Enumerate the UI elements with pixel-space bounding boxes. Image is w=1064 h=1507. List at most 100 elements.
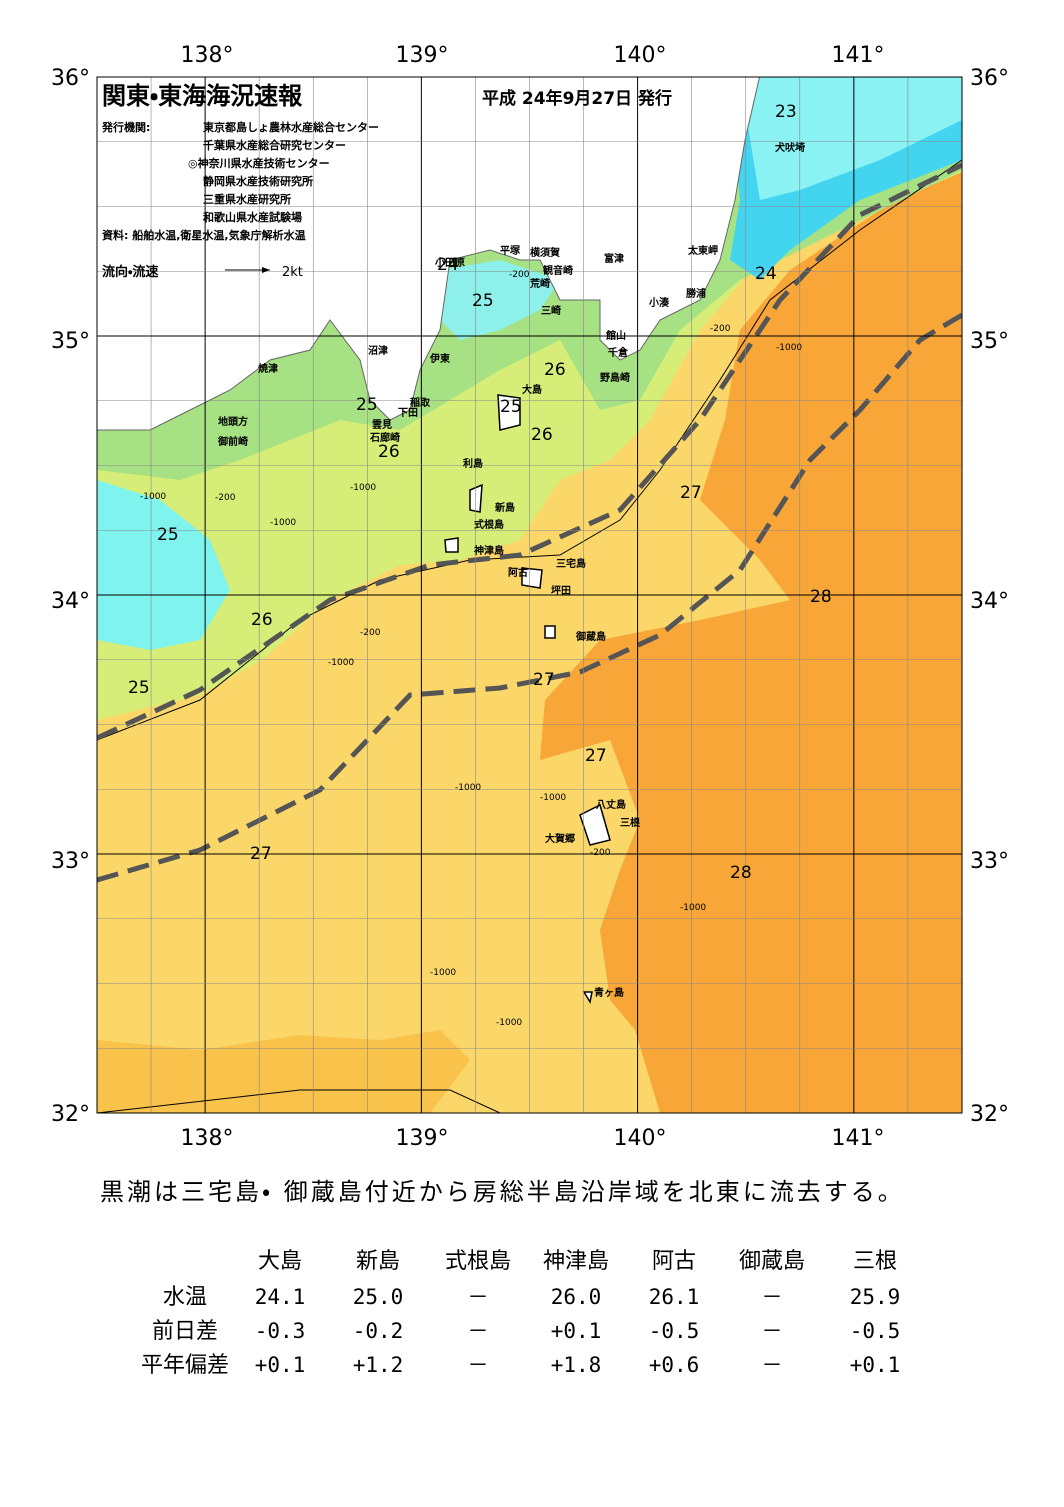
publisher-label: 発行機関: [101,120,150,134]
place-name: 大島 [522,383,542,396]
row-label: 水温 [163,1285,207,1310]
depth-label: -200 [710,324,731,334]
contour-label: 26 [544,360,566,380]
place-name: 稲取 [410,396,431,409]
lat-label: 34° [970,589,1009,614]
table-header: 三根 [853,1249,897,1274]
islands [444,394,611,1005]
lon-label: 139° [396,1126,449,1151]
table-header: 大島 [258,1249,302,1274]
lat-label: 32° [51,1102,90,1127]
table-cell: 25.0 [353,1285,404,1309]
flow-label: 流向・流速 [102,264,158,280]
flow-scale: 2kt [282,265,303,280]
place-name: 荒崎 [529,277,550,290]
lon-label: 141° [832,43,885,68]
sea-23 [740,77,962,200]
place-name: 伊東 [429,352,450,365]
table-cell: +0.1 [850,1353,901,1377]
depth-label: -1000 [680,903,706,913]
publisher: ◎神奈川県水産技術センター [188,156,330,170]
table-cell: +0.1 [551,1319,602,1343]
place-name: 野島崎 [600,371,630,384]
table-cell: -0.3 [255,1319,306,1343]
arrow-head [262,267,270,273]
depth-label: -1000 [496,1018,522,1028]
table-cell: － [762,1319,783,1343]
place-name: 三崎 [541,304,561,317]
place-name: 八丈島 [596,798,626,811]
table-header: 御蔵島 [739,1249,805,1274]
sea-cold-west [97,480,230,650]
place-name: 焼津 [258,362,278,375]
depth-label: -1000 [270,518,296,528]
place-name: 三宅島 [556,557,586,570]
depth-label: -1000 [350,483,376,493]
lon-label: 140° [614,43,667,68]
place-name: 下田 [398,407,418,419]
place-name: 神津島 [473,544,504,557]
contour-label: 25 [472,291,494,311]
table-cell: － [468,1285,489,1309]
place-name: 横須賀 [530,246,560,259]
publisher: 千葉県水産総合研究センター [203,138,346,152]
contour-label: 27 [533,670,555,690]
depth-label: -200 [509,270,530,280]
place-name: 沼津 [368,344,388,357]
place-name: 太東岬 [687,244,718,257]
isotherm [97,159,962,741]
depth-label: -1000 [328,658,354,668]
table-cell: +0.1 [255,1353,306,1377]
table-header: 新島 [356,1249,400,1274]
table-cell: － [468,1319,489,1343]
table-cell: -0.5 [649,1319,700,1343]
contour-label: 27 [585,746,607,766]
place-name: 富津 [604,252,624,265]
table-cell: +0.6 [649,1353,700,1377]
place-name: 新島 [494,501,515,514]
kuroshio-axis [97,162,962,741]
contour-label: 28 [810,587,832,607]
contour-label: 25 [500,397,522,417]
place-name: 平塚 [500,244,521,257]
place-name: 館山 [605,329,626,342]
row-label: 前日差 [152,1319,218,1344]
place-name: 犬吠埼 [775,141,805,154]
place-name: 地頭方 [218,415,248,428]
contour-label: 25 [157,525,179,545]
sea-28 [540,160,962,1113]
title: 関東・東海海況速報 [102,82,303,110]
lon-label: 141° [832,1126,885,1151]
lat-label: 34° [51,589,90,614]
land [97,77,761,431]
table-cell: － [762,1353,783,1377]
place-name: 式根島 [474,518,504,531]
place-name: 小田原 [434,256,465,269]
table-cell: +1.8 [551,1353,602,1377]
table-cell: -0.5 [850,1319,901,1343]
contour-label: 25 [128,678,150,698]
table-cell: － [762,1285,783,1309]
place-name: 利島 [463,457,483,470]
publisher: 三重県水産研究所 [203,192,291,206]
place-name: 坪田 [551,584,571,597]
row-label: 平年偏差 [141,1353,229,1378]
lat-label: 35° [970,329,1009,354]
table-cell: +1.2 [353,1353,404,1377]
grid [97,77,962,1113]
date: 平成 24年9月27日 発行 [482,88,672,109]
table-cell: 25.9 [850,1285,901,1309]
place-name: 雲見 [372,419,392,431]
place-name: 大賀郷 [545,832,575,845]
contour-label: 27 [680,483,702,503]
contour-label: 25 [356,395,378,415]
place-name: 石廊崎 [369,431,400,444]
contour-label: 26 [531,425,553,445]
contour-label: 24 [755,264,777,284]
table-cell: 26.1 [649,1285,700,1309]
lat-label: 33° [970,849,1009,874]
contour-label: 28 [730,863,752,883]
place-name: 三根 [620,816,641,829]
depth-label: -1000 [430,968,456,978]
